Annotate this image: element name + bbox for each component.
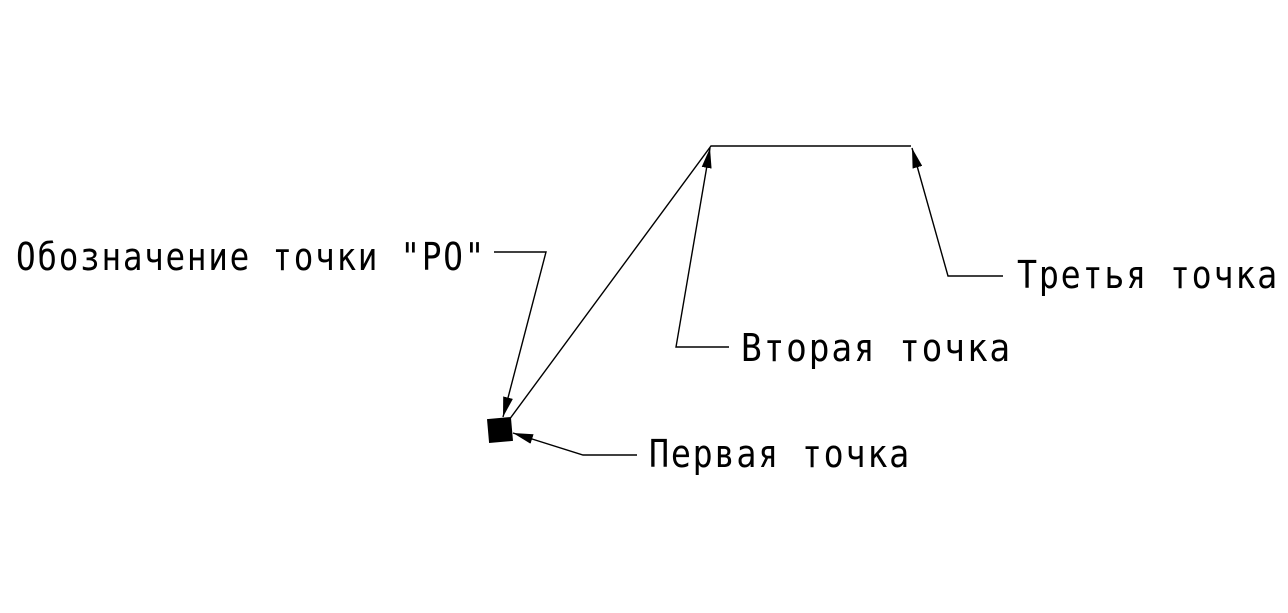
third-point-leader [911, 147, 1003, 277]
second-point-leader [675, 147, 729, 348]
third-point-label: Третья точка [1017, 253, 1279, 297]
po-designation-label: Обозначение точки "PO" [16, 235, 486, 279]
first-point-label: Первая точка [649, 432, 911, 476]
po-designation-leader [494, 251, 547, 418]
measured-polyline [505, 145, 911, 425]
second-point-label: Вторая точка [741, 326, 1012, 370]
first-point-leader [512, 432, 637, 456]
